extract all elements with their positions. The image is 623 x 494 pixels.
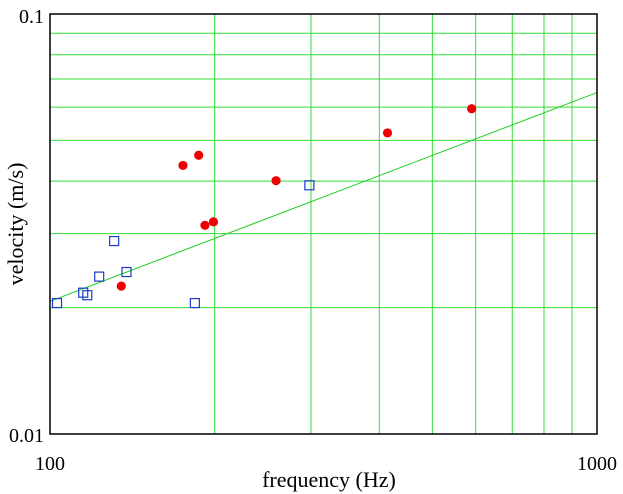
blue-square-point: [94, 271, 105, 282]
red-circle-point: [467, 104, 477, 114]
x-tick-label-left: 100: [35, 453, 65, 475]
y-tick-label-top: 0.1: [19, 6, 44, 28]
blue-square-point: [51, 297, 63, 309]
red-circle-point: [178, 160, 188, 171]
blue-square-point: [304, 180, 315, 191]
blue-square-point: [82, 290, 93, 301]
y-tick-label-bottom: 0.01: [9, 425, 44, 447]
blue-square-point: [109, 235, 120, 247]
red-circle-point: [382, 128, 393, 138]
red-circle-point: [200, 220, 210, 230]
y-axis-label: velocity (m/s): [3, 163, 28, 286]
x-tick-label-right: 1000: [577, 453, 617, 475]
fit-line: [49, 92, 598, 302]
data-points: [51, 104, 477, 309]
plot-frame: [49, 13, 598, 435]
red-circle-point: [208, 217, 219, 227]
blue-square-point: [121, 266, 132, 278]
x-axis-label: frequency (Hz): [262, 467, 396, 492]
blue-square-point: [189, 297, 200, 309]
red-circle-point: [271, 176, 281, 186]
red-circle-point: [116, 281, 126, 291]
red-circle-point: [194, 150, 204, 160]
grid: [50, 14, 597, 434]
